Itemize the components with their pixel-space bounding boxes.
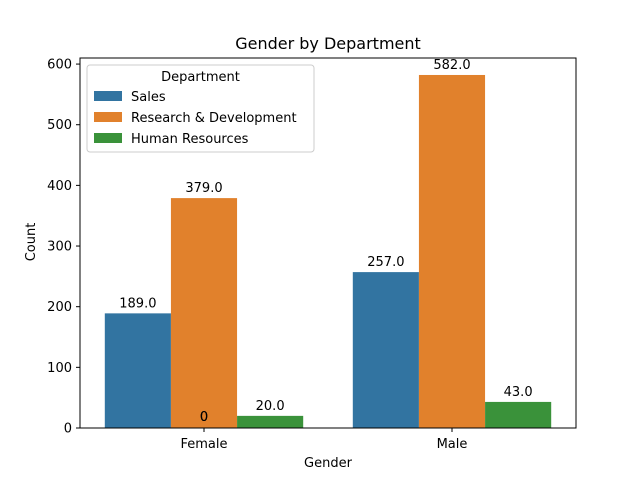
- y-axis-label: Count: [24, 223, 39, 262]
- data-label: 189.0: [119, 296, 156, 311]
- y-tick-label: 400: [47, 179, 72, 194]
- bar-human-resources-male: [485, 401, 552, 428]
- chart-title: Gender by Department: [235, 34, 421, 53]
- legend-label: Human Resources: [131, 132, 249, 147]
- legend-label: Sales: [131, 90, 166, 105]
- axes-frame: [79, 57, 577, 429]
- legend-swatch: [94, 91, 122, 101]
- data-label: 257.0: [367, 255, 404, 270]
- x-tick-label: Male: [437, 437, 468, 452]
- zero-annotation: 0: [200, 410, 208, 425]
- legend-label: Research & Development: [131, 111, 297, 126]
- bar-research-development-male: [418, 74, 486, 428]
- legend-swatch: [94, 133, 122, 143]
- zero-annotation: 0: [200, 410, 208, 425]
- x-tick-label: Female: [180, 437, 227, 452]
- y-tick-label: 500: [47, 118, 72, 133]
- bar-research-development-female: [170, 198, 238, 428]
- x-axis-label: Gender: [304, 456, 353, 471]
- bar-sales-male: [352, 272, 419, 428]
- data-label: 379.0: [185, 181, 222, 196]
- legend-title: Department: [161, 70, 240, 85]
- legend-swatch: [94, 112, 122, 122]
- legend-box: [86, 64, 315, 153]
- y-tick-label: 0: [64, 422, 72, 437]
- bar-human-resources-female: [237, 415, 304, 428]
- bar-sales-female: [104, 313, 171, 428]
- y-tick-label: 600: [47, 58, 72, 73]
- y-tick-label: 200: [47, 300, 72, 315]
- legend: Department Sales Research & Development Hum…: [86, 64, 315, 153]
- y-tick-label: 100: [47, 361, 72, 376]
- plot-area: 189.0257.0379.0582.020.043.0000100200300…: [47, 57, 577, 452]
- data-label: 20.0: [256, 399, 285, 414]
- y-tick-label: 300: [47, 240, 72, 255]
- data-label: 582.0: [433, 58, 470, 73]
- data-label: 43.0: [504, 385, 533, 400]
